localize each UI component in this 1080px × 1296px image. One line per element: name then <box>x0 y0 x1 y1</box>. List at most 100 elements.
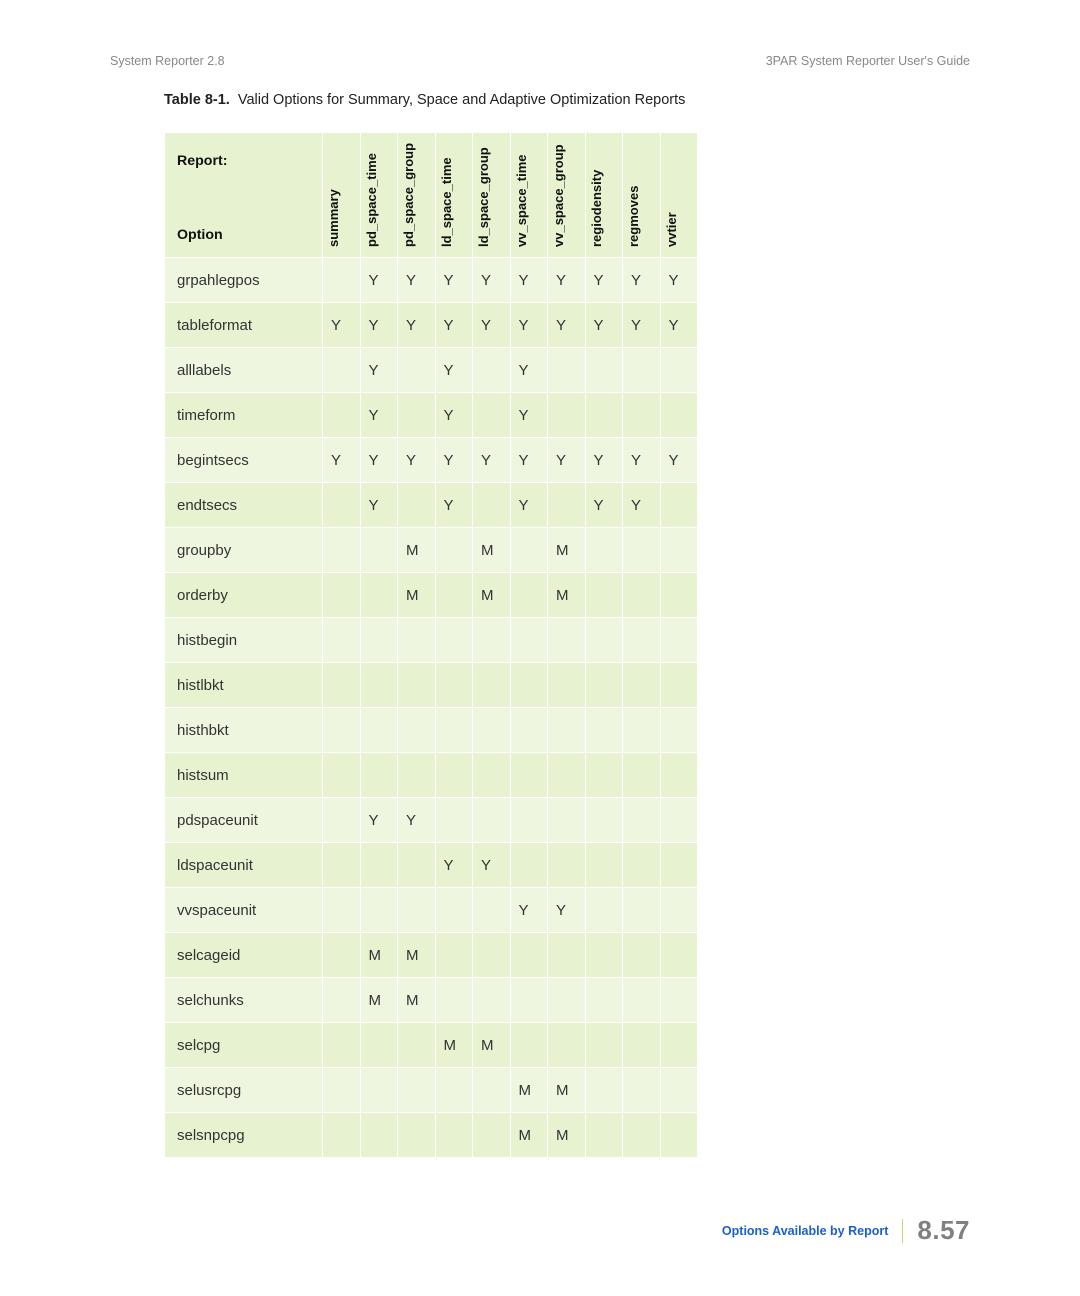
page-header: System Reporter 2.8 3PAR System Reporter… <box>110 54 970 68</box>
cell <box>473 483 511 528</box>
table-row: selcpgMM <box>165 1023 698 1068</box>
cell <box>323 573 361 618</box>
cell <box>548 933 586 978</box>
cell <box>323 978 361 1023</box>
cell <box>398 1113 436 1158</box>
table-row: ldspaceunitYY <box>165 843 698 888</box>
cell: Y <box>510 393 548 438</box>
cell <box>360 1023 398 1068</box>
cell: Y <box>548 438 586 483</box>
cell: M <box>398 933 436 978</box>
table-row: histlbkt <box>165 663 698 708</box>
cell <box>623 708 661 753</box>
cell: M <box>435 1023 473 1068</box>
header-right: 3PAR System Reporter User's Guide <box>766 54 970 68</box>
row-label: grpahlegpos <box>165 258 323 303</box>
col-header-label: ld_space_time <box>439 157 454 247</box>
col-header-pd_space_group: pd_space_group <box>398 133 436 258</box>
cell <box>323 618 361 663</box>
cell <box>323 483 361 528</box>
table-row: alllabelsYYY <box>165 348 698 393</box>
table-row: grpahlegposYYYYYYYYY <box>165 258 698 303</box>
cell <box>510 1023 548 1068</box>
cell <box>323 1068 361 1113</box>
cell: Y <box>473 303 511 348</box>
cell: Y <box>660 258 698 303</box>
cell: M <box>510 1113 548 1158</box>
cell <box>323 258 361 303</box>
cell: Y <box>435 843 473 888</box>
table-row: timeformYYY <box>165 393 698 438</box>
row-label: selcageid <box>165 933 323 978</box>
col-header-label: summary <box>326 189 341 247</box>
cell <box>548 708 586 753</box>
cell <box>548 798 586 843</box>
col-header-label: pd_space_time <box>364 153 379 247</box>
cell: Y <box>660 438 698 483</box>
cell <box>360 618 398 663</box>
cell <box>660 1113 698 1158</box>
cell: Y <box>435 483 473 528</box>
row-label: tableformat <box>165 303 323 348</box>
col-header-label: regiodensity <box>589 170 604 247</box>
cell <box>585 978 623 1023</box>
cell <box>435 753 473 798</box>
cell: Y <box>623 438 661 483</box>
cell <box>623 843 661 888</box>
cell <box>323 528 361 573</box>
cell <box>323 888 361 933</box>
cell <box>623 348 661 393</box>
cell: Y <box>473 438 511 483</box>
cell: Y <box>398 438 436 483</box>
col-header-label: regmoves <box>626 186 641 247</box>
cell <box>660 483 698 528</box>
table-row: selusrcpgMM <box>165 1068 698 1113</box>
footer-section-link[interactable]: Options Available by Report <box>722 1224 888 1238</box>
cell: M <box>548 573 586 618</box>
col-header-vv_space_group: vv_space_group <box>548 133 586 258</box>
cell <box>323 798 361 843</box>
cell: Y <box>323 438 361 483</box>
cell <box>435 1068 473 1113</box>
cell <box>623 663 661 708</box>
cell: Y <box>510 303 548 348</box>
cell <box>360 528 398 573</box>
cell <box>323 843 361 888</box>
cell <box>398 708 436 753</box>
cell <box>660 573 698 618</box>
cell <box>435 573 473 618</box>
table-row: selsnpcpgMM <box>165 1113 698 1158</box>
cell: Y <box>623 303 661 348</box>
row-label: endtsecs <box>165 483 323 528</box>
cell: M <box>360 978 398 1023</box>
caption-text: Valid Options for Summary, Space and Ada… <box>238 92 686 108</box>
col-header-label: vv_space_group <box>551 144 566 247</box>
row-label: pdspaceunit <box>165 798 323 843</box>
cell: Y <box>510 438 548 483</box>
row-label: ldspaceunit <box>165 843 323 888</box>
cell <box>360 888 398 933</box>
row-label: timeform <box>165 393 323 438</box>
table-row: selcageidMM <box>165 933 698 978</box>
cell <box>435 798 473 843</box>
cell <box>360 1113 398 1158</box>
cell <box>473 753 511 798</box>
cell <box>510 573 548 618</box>
cell <box>585 1023 623 1068</box>
row-label: orderby <box>165 573 323 618</box>
cell: M <box>398 573 436 618</box>
cell: Y <box>623 258 661 303</box>
cell: Y <box>435 348 473 393</box>
options-table-wrap: Report: Option summarypd_space_timepd_sp… <box>164 132 698 1158</box>
row-label: vvspaceunit <box>165 888 323 933</box>
cell <box>473 708 511 753</box>
cell <box>398 753 436 798</box>
table-caption: Table 8-1. Valid Options for Summary, Sp… <box>164 92 970 108</box>
col-header-ld_space_time: ld_space_time <box>435 133 473 258</box>
cell: Y <box>510 348 548 393</box>
cell <box>623 798 661 843</box>
cell <box>398 1023 436 1068</box>
cell: Y <box>435 393 473 438</box>
table-row: groupbyMMM <box>165 528 698 573</box>
cell <box>623 753 661 798</box>
